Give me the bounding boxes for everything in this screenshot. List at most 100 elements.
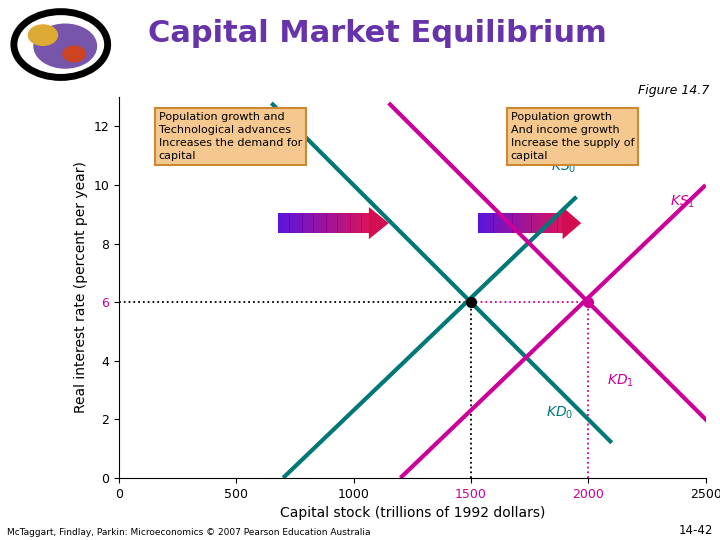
FancyArrow shape	[492, 213, 494, 233]
FancyArrow shape	[325, 213, 326, 233]
Text: Figure 14.7: Figure 14.7	[638, 84, 709, 97]
Text: $KD_1$: $KD_1$	[607, 372, 634, 389]
FancyArrow shape	[478, 213, 480, 233]
Text: McTaggart, Findlay, Parkin: Microeconomics © 2007 Pearson Education Australia: McTaggart, Findlay, Parkin: Microeconomi…	[7, 528, 371, 537]
FancyArrow shape	[483, 213, 485, 233]
FancyArrow shape	[552, 213, 554, 233]
FancyArrow shape	[504, 213, 505, 233]
FancyArrow shape	[288, 213, 289, 233]
Text: $KS_1$: $KS_1$	[670, 193, 696, 210]
FancyArrow shape	[345, 213, 347, 233]
FancyArrow shape	[516, 213, 518, 233]
FancyArrow shape	[497, 213, 499, 233]
FancyArrow shape	[286, 213, 288, 233]
FancyArrow shape	[509, 213, 511, 233]
FancyArrow shape	[308, 213, 310, 233]
FancyArrow shape	[297, 213, 299, 233]
FancyArrow shape	[302, 213, 305, 233]
FancyArrow shape	[534, 213, 535, 233]
FancyArrow shape	[293, 213, 295, 233]
FancyArrow shape	[347, 213, 348, 233]
FancyArrow shape	[513, 213, 514, 233]
FancyArrow shape	[510, 213, 513, 233]
FancyArrow shape	[367, 213, 369, 233]
FancyArrow shape	[525, 213, 526, 233]
FancyArrow shape	[493, 213, 495, 233]
FancyArrow shape	[561, 213, 563, 233]
Text: $KD_0$: $KD_0$	[546, 404, 573, 421]
FancyArrow shape	[336, 213, 338, 233]
FancyArrow shape	[535, 213, 537, 233]
X-axis label: Capital stock (trillions of 1992 dollars): Capital stock (trillions of 1992 dollars…	[279, 506, 545, 520]
FancyArrow shape	[521, 213, 523, 233]
FancyArrow shape	[540, 213, 542, 233]
FancyArrow shape	[549, 213, 551, 233]
FancyArrow shape	[545, 213, 547, 233]
FancyArrow shape	[310, 213, 312, 233]
FancyArrow shape	[334, 213, 336, 233]
FancyArrow shape	[358, 213, 360, 233]
FancyArrow shape	[539, 213, 540, 233]
Circle shape	[28, 25, 58, 45]
FancyArrow shape	[354, 213, 356, 233]
FancyArrow shape	[339, 213, 341, 233]
FancyArrow shape	[557, 213, 559, 233]
FancyArrow shape	[295, 213, 297, 233]
FancyArrow shape	[514, 213, 516, 233]
FancyArrow shape	[280, 213, 282, 233]
FancyArrow shape	[292, 213, 293, 233]
FancyArrow shape	[289, 213, 292, 233]
FancyArrow shape	[279, 213, 280, 233]
FancyArrow shape	[319, 213, 321, 233]
FancyArrow shape	[531, 213, 534, 233]
FancyArrow shape	[528, 213, 530, 233]
FancyArrow shape	[332, 213, 334, 233]
FancyArrow shape	[356, 213, 358, 233]
FancyArrow shape	[328, 213, 330, 233]
FancyArrow shape	[542, 213, 544, 233]
Circle shape	[34, 24, 96, 68]
FancyArrow shape	[544, 213, 546, 233]
FancyArrow shape	[487, 213, 488, 233]
FancyArrow shape	[530, 213, 531, 233]
FancyArrow shape	[306, 213, 308, 233]
FancyArrow shape	[348, 213, 351, 233]
FancyArrow shape	[495, 213, 497, 233]
FancyArrow shape	[526, 213, 528, 233]
FancyArrow shape	[318, 213, 319, 233]
FancyArrow shape	[499, 213, 500, 233]
FancyArrow shape	[500, 213, 503, 233]
FancyArrow shape	[352, 213, 354, 233]
FancyArrow shape	[502, 213, 504, 233]
Y-axis label: Real interest rate (percent per year): Real interest rate (percent per year)	[73, 161, 88, 414]
FancyArrow shape	[323, 213, 325, 233]
FancyArrow shape	[480, 213, 482, 233]
FancyArrow shape	[338, 213, 339, 233]
FancyArrow shape	[351, 213, 352, 233]
FancyArrow shape	[313, 213, 315, 233]
FancyArrow shape	[365, 213, 367, 233]
FancyArrow shape	[300, 213, 302, 233]
FancyArrow shape	[305, 213, 306, 233]
FancyArrow shape	[321, 213, 323, 233]
FancyArrow shape	[547, 213, 549, 233]
FancyArrow shape	[369, 207, 389, 239]
FancyArrow shape	[284, 213, 286, 233]
Text: Population growth and
Technological advances
Increases the demand for
capital: Population growth and Technological adva…	[158, 112, 302, 161]
FancyArrow shape	[551, 213, 552, 233]
Text: 14-42: 14-42	[678, 524, 713, 537]
FancyArrow shape	[282, 213, 284, 233]
FancyArrow shape	[361, 213, 364, 233]
FancyArrow shape	[330, 213, 332, 233]
FancyArrow shape	[554, 213, 556, 233]
FancyArrow shape	[556, 213, 557, 233]
FancyArrow shape	[505, 213, 508, 233]
FancyArrow shape	[299, 213, 301, 233]
FancyArrow shape	[490, 213, 492, 233]
FancyArrow shape	[508, 213, 509, 233]
FancyArrow shape	[485, 213, 487, 233]
FancyArrow shape	[488, 213, 490, 233]
FancyArrow shape	[364, 213, 365, 233]
Text: $KS_0$: $KS_0$	[551, 158, 576, 175]
FancyArrow shape	[523, 213, 525, 233]
